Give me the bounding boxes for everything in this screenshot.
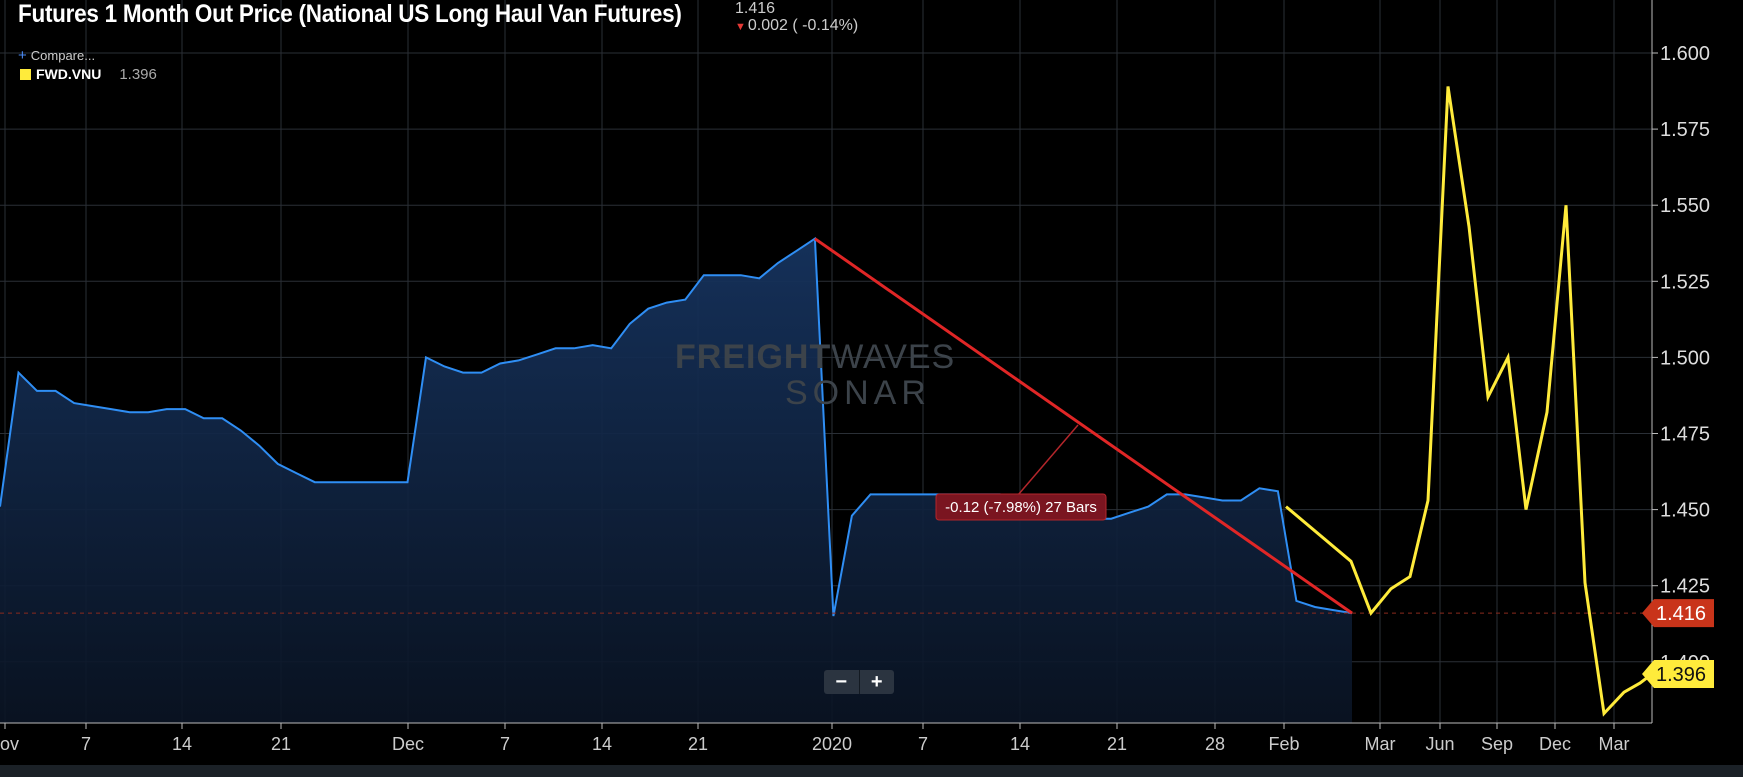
plus-icon: + xyxy=(18,47,27,64)
y-tick-label: 1.500 xyxy=(1660,347,1710,369)
price-tag-shape xyxy=(1642,659,1714,688)
forward-series-line xyxy=(1285,86,1653,717)
zoom-out-button[interactable]: − xyxy=(835,671,848,693)
x-tick-label: Feb xyxy=(1268,734,1299,754)
x-tick-label: Sep xyxy=(1481,734,1513,754)
x-tick-label: 2020 xyxy=(812,734,852,754)
x-tick-label: 21 xyxy=(1107,734,1127,754)
series-color-swatch xyxy=(20,69,31,80)
trendline-label-connector xyxy=(1017,424,1079,496)
price-change-text: 0.002 ( -0.14%) xyxy=(747,17,859,34)
x-tick-label: Jun xyxy=(1425,734,1454,754)
x-tick-label: 21 xyxy=(271,734,291,754)
trendline-label-box xyxy=(935,493,1107,521)
y-tick-label: 1.600 xyxy=(1660,43,1710,65)
y-tick-label: 1.450 xyxy=(1660,500,1710,522)
price-tag-shape xyxy=(1642,599,1714,628)
y-tick-label: 1.425 xyxy=(1660,576,1710,598)
price-change: ▼ 0.002 ( -0.14%) xyxy=(735,17,858,35)
last-price: 1.416 xyxy=(735,0,776,17)
x-tick-label: ov xyxy=(0,734,19,754)
price-tag: 1.396 xyxy=(1642,659,1714,688)
x-tick-label: 7 xyxy=(500,734,510,754)
x-tick-label: 14 xyxy=(592,734,612,754)
y-tick-label: 1.475 xyxy=(1660,424,1710,446)
y-tick-label: 1.525 xyxy=(1660,271,1710,293)
price-tag-label: 1.416 xyxy=(1656,603,1706,625)
x-tick-label: 14 xyxy=(172,734,192,754)
y-tick-label: 1.575 xyxy=(1660,119,1710,141)
series-legend[interactable]: FWD.VNU 1.396 xyxy=(20,66,157,83)
price-tag: 1.416 xyxy=(1642,599,1714,628)
watermark-brand-light: WAVES xyxy=(831,338,956,376)
compare-label: Compare... xyxy=(30,48,96,63)
y-tick-label: 1.550 xyxy=(1660,195,1710,217)
x-tick-label: 7 xyxy=(81,734,91,754)
down-arrow-icon: ▼ xyxy=(735,21,746,33)
series-value: 1.396 xyxy=(119,66,157,83)
watermark-sub: SONAR xyxy=(785,374,931,412)
history-area-fill xyxy=(0,238,1352,723)
series-symbol: FWD.VNU xyxy=(36,66,102,82)
freightwaves-sonar-watermark: FREIGHTWAVES SONAR xyxy=(675,340,955,410)
x-tick-label: Mar xyxy=(1365,734,1396,754)
chart-title: Futures 1 Month Out Price (National US L… xyxy=(18,0,682,28)
trendline-label: -0.12 (-7.98%) 27 Bars xyxy=(945,499,1097,516)
trendline xyxy=(814,237,1353,615)
x-tick-label: Mar xyxy=(1599,734,1630,754)
history-series-line xyxy=(0,236,1353,617)
x-tick-label: 14 xyxy=(1010,734,1030,754)
zoom-controls: − + xyxy=(824,670,894,694)
watermark-brand-bold: FREIGHT xyxy=(675,338,832,376)
x-tick-label: 28 xyxy=(1205,734,1225,754)
bottom-scrollbar[interactable] xyxy=(0,765,1743,777)
x-tick-label: Dec xyxy=(392,734,424,754)
x-tick-label: 7 xyxy=(918,734,928,754)
zoom-in-button[interactable]: + xyxy=(858,670,895,694)
compare-button[interactable]: + Compare... xyxy=(18,47,95,64)
x-tick-label: Dec xyxy=(1539,734,1571,754)
price-tag-label: 1.396 xyxy=(1656,664,1706,686)
x-tick-label: 21 xyxy=(688,734,708,754)
